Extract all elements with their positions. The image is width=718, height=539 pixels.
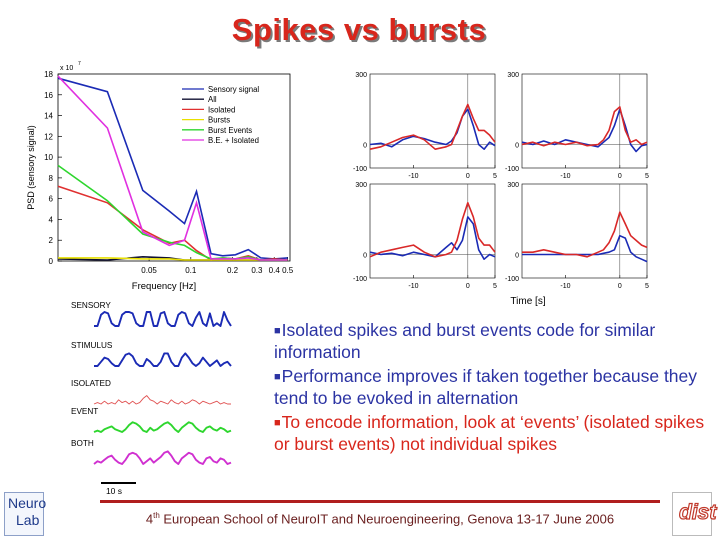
psd-y-tick-label: 18 <box>44 70 53 79</box>
sta-x-tick-label: -10 <box>560 173 570 180</box>
trace-line-event <box>93 421 232 433</box>
trace-line-sensory <box>94 311 232 327</box>
sta-y-tick-label: 0 <box>363 143 367 150</box>
sta-y-tick-label: 0 <box>363 253 367 260</box>
psd-y-tick-label: 14 <box>44 112 53 121</box>
trace-line-both <box>93 450 232 465</box>
psd-x-tick-label: 0.2 <box>227 266 239 275</box>
neurolab-logo: Neuro Lab <box>4 492 46 536</box>
sta-x-tick-label: 5 <box>645 283 649 290</box>
psd-y-tick-label: 16 <box>44 91 53 100</box>
psd-x-tick-label: 0.5 <box>282 266 294 275</box>
sta-series-line-3-2 <box>369 202 496 258</box>
psd-chart: 0 2 4 6 8 10 12 14 16 18 0.05 0.1 0.2 0.3 0.4 0.5 x 10 7 F… <box>26 61 294 292</box>
footer-text: 4th European School of NeuroIT and Neuro… <box>145 511 615 527</box>
psd-x-tick-label: 0.05 <box>141 266 157 275</box>
bullet-list: ■Isolated spikes and burst events code f… <box>274 320 714 458</box>
psd-y-tick-label: 12 <box>44 132 53 141</box>
sta-y-tick-label: -100 <box>505 166 519 173</box>
sta-y-tick-label: 300 <box>507 182 519 189</box>
psd-series-line-6 <box>57 75 288 261</box>
psd-y-axis-label: PSD (sensory signal) <box>26 125 36 210</box>
sta-x-tick-label: 5 <box>645 173 649 180</box>
sta-x-tick-label: -10 <box>408 173 418 180</box>
trace-label-event: EVENT <box>71 407 98 416</box>
psd-y-tick-label: 8 <box>49 174 54 183</box>
psd-y-tick-label: 4 <box>49 215 54 224</box>
trace-label-isolated: ISOLATED <box>71 379 111 388</box>
sta-x-tick-label: 0 <box>618 173 622 180</box>
bullet-3: ■To encode information, look at ‘events’… <box>274 412 705 454</box>
psd-legend-label: Sensory signal <box>208 85 259 94</box>
psd-legend-label: Burst Events <box>208 126 252 135</box>
bullet-1: ■Isolated spikes and burst events code f… <box>274 320 656 362</box>
psd-legend-label: Isolated <box>208 105 235 114</box>
psd-series-line-3 <box>57 185 288 261</box>
psd-x-tick-label: 0.1 <box>185 266 197 275</box>
sta-x-tick-label: -10 <box>408 283 418 290</box>
psd-y-multiplier: x 10 <box>60 65 73 72</box>
psd-x-tick-label: 0.4 <box>269 266 281 275</box>
trace-label-both: BOTH <box>71 439 94 448</box>
psd-y-tick-label: 10 <box>44 153 53 162</box>
sta-x-tick-label: 0 <box>466 283 470 290</box>
sta-y-tick-label: -100 <box>353 276 367 283</box>
trace-label-stimulus: STIMULUS <box>71 341 113 350</box>
sta-y-tick-label: 0 <box>515 253 519 260</box>
sta-panel-frame <box>369 73 496 169</box>
trace-line-stimulus <box>94 352 232 367</box>
sta-y-tick-label: -100 <box>353 166 367 173</box>
sta-series-line-4-2 <box>522 211 648 258</box>
footer-divider <box>100 500 660 503</box>
sta-y-tick-label: 300 <box>507 72 519 79</box>
dist-logo: dist <box>672 492 717 536</box>
sta-panel-frame <box>521 183 648 279</box>
psd-y-multiplier-exp: 7 <box>78 61 81 67</box>
sta-y-tick-label: 0 <box>515 143 519 150</box>
trace-label-sensory: SENSORY <box>71 301 111 310</box>
psd-legend-label: All <box>208 95 217 104</box>
sta-series-line-2-2 <box>521 106 648 147</box>
sta-x-tick-label: 0 <box>466 173 470 180</box>
sta-x-tick-label: 5 <box>493 283 497 290</box>
sta-y-tick-label: 300 <box>355 182 367 189</box>
psd-y-tick-label: 6 <box>49 195 54 204</box>
psd-x-axis-label: Frequency [Hz] <box>132 281 196 292</box>
sta-series-line-3-1 <box>369 216 496 260</box>
bullet-2: ■Performance improves if taken together … <box>274 366 698 408</box>
slide-title: Spikes vs bursts <box>231 12 487 47</box>
psd-plot-frame <box>57 73 291 262</box>
sta-y-tick-label: -100 <box>505 276 519 283</box>
psd-legend-label: B.E. + Isolated <box>208 136 259 145</box>
psd-y-tick-label: 0 <box>49 257 54 266</box>
psd-legend-label: Bursts <box>208 116 230 125</box>
trace-line-isolated <box>93 395 231 405</box>
sta-series-line-4-1 <box>522 234 648 263</box>
response-traces: SENSORY STIMULUS ISOLATED EVENT BOTH 10 s <box>71 301 232 496</box>
sta-x-tick-label: 5 <box>493 173 497 180</box>
sta-y-tick-label: 300 <box>355 72 367 79</box>
psd-y-tick-label: 2 <box>49 236 54 245</box>
scale-bar-label: 10 s <box>106 486 122 496</box>
psd-series-line-1 <box>57 77 288 260</box>
psd-series-line-5 <box>57 164 288 261</box>
psd-x-tick-label: 0.3 <box>251 266 263 275</box>
sta-panel-frame <box>369 183 496 279</box>
sta-x-axis-label: Time [s] <box>510 296 545 307</box>
sta-x-tick-label: 0 <box>618 283 622 290</box>
sta-panel-frame <box>521 73 648 169</box>
sta-series-line-1-1 <box>369 108 496 150</box>
sta-x-tick-label: -10 <box>560 283 570 290</box>
sta-series-line-1-2 <box>369 103 496 150</box>
